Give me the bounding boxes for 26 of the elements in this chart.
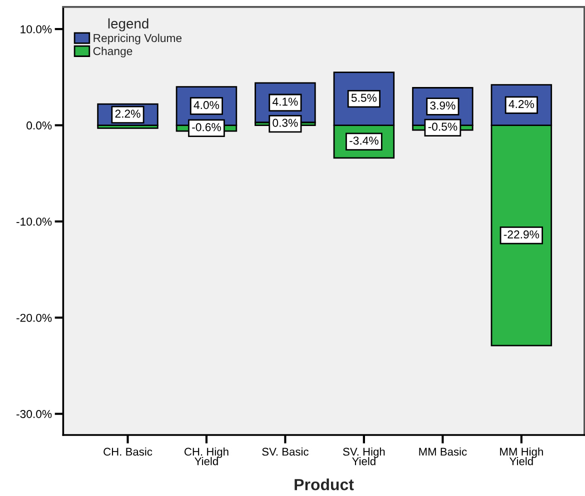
legend-label: Repricing Volume [94, 34, 182, 44]
x-tick-label: SV. Basic [262, 447, 308, 456]
data-label: -0.6% [192, 123, 221, 132]
data-label: 4.2% [508, 100, 534, 108]
x-tick-label: CH. High Yield [184, 447, 228, 466]
data-label: -3.4% [350, 136, 378, 145]
data-label: 0.3% [272, 118, 298, 127]
data-label: 3.9% [430, 101, 456, 110]
x-tick-label: MM Basic [419, 447, 467, 456]
data-label: -0.5% [428, 122, 458, 131]
legend-label: Change [93, 46, 132, 58]
data-label: -22.9% [504, 230, 540, 238]
x-tick-label: SV. High Yield [343, 447, 385, 466]
x-axis-title: Product [294, 478, 354, 490]
data-label: 4.0% [194, 101, 220, 110]
y-tick-label: -30.0% [16, 410, 52, 418]
legend-title: legend [108, 18, 148, 32]
y-tick-label: -10.0% [16, 218, 52, 226]
x-tick-label: CH. Basic [104, 447, 152, 456]
data-label: 4.1% [272, 98, 298, 106]
x-tick-label: MM High Yield [500, 447, 543, 466]
y-tick-label: -20.0% [16, 314, 52, 322]
data-label: 2.2% [115, 110, 140, 118]
data-label: 5.5% [351, 94, 377, 102]
y-tick-label: 10.0% [20, 25, 52, 34]
y-tick-label: 0.0% [26, 121, 52, 130]
